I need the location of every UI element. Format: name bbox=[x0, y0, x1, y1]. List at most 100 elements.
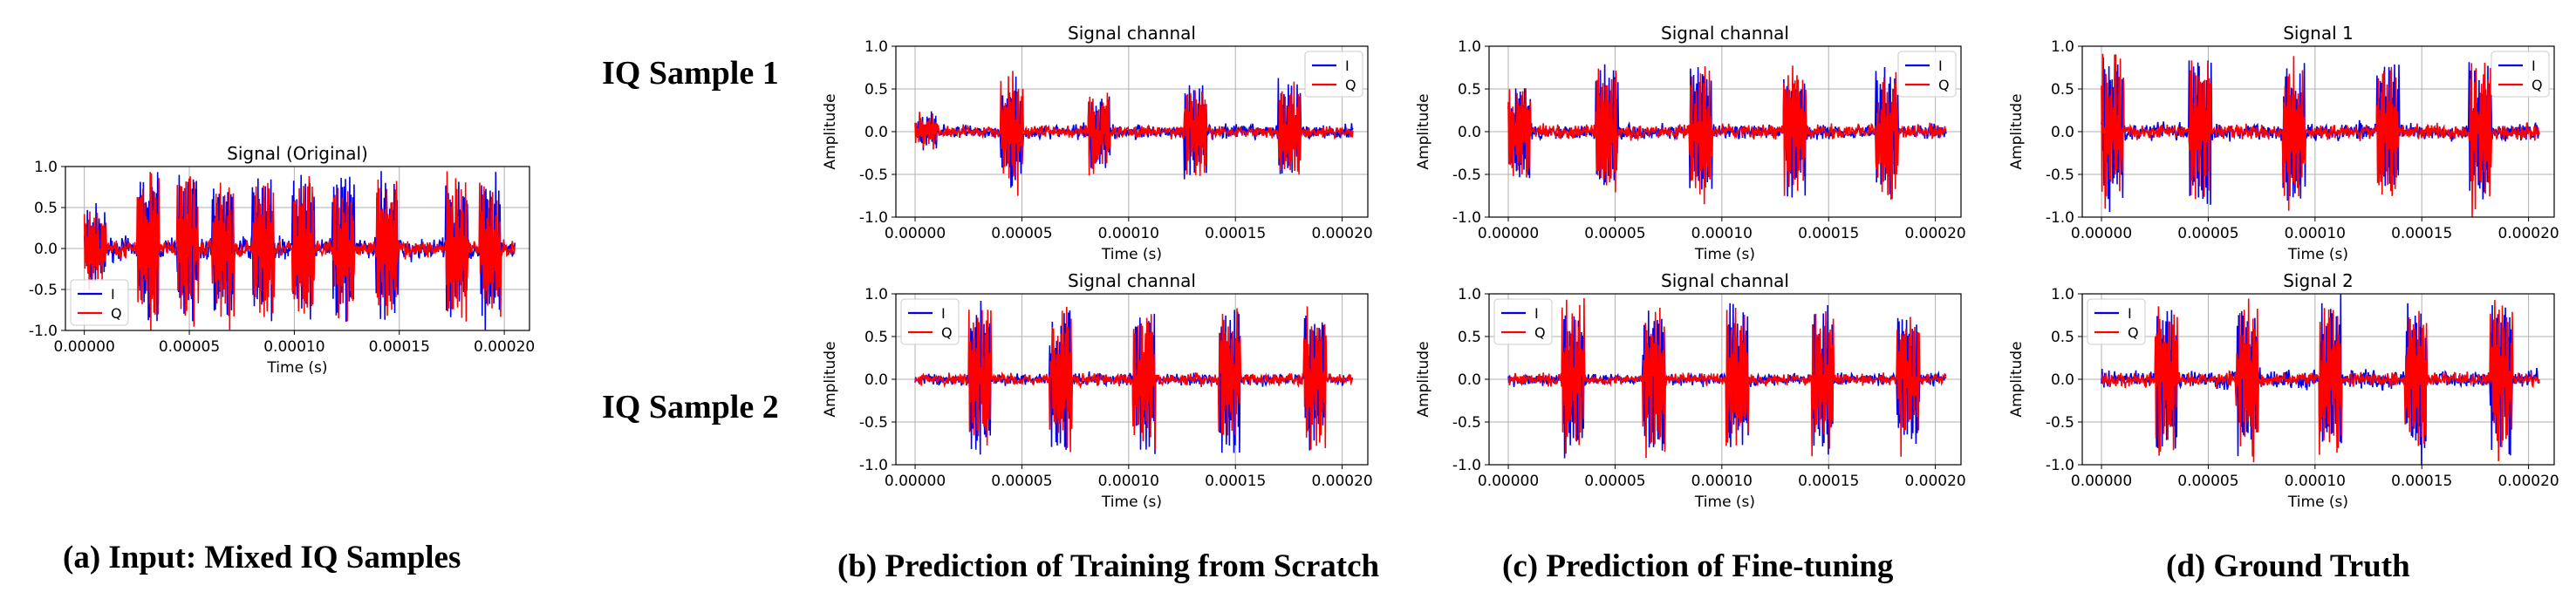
x-tick-label: 0.00000 bbox=[1478, 473, 1539, 490]
chart-title: Signal channal bbox=[1068, 23, 1196, 44]
y-tick-label: -1.0 bbox=[2046, 209, 2074, 227]
y-tick-label: -0.5 bbox=[859, 414, 888, 432]
series-line-Q bbox=[83, 171, 516, 330]
y-axis-label: Amplitude bbox=[1415, 93, 1432, 169]
y-tick-label: 1.0 bbox=[2051, 38, 2074, 56]
y-tick-label: -0.5 bbox=[1452, 414, 1481, 432]
y-axis-label: Amplitude bbox=[822, 93, 839, 169]
chart-title: Signal 2 bbox=[2283, 270, 2354, 291]
chart-b1: 0.00000 0.00005 0.00010 0.00015 0.00020 1.0 0.… bbox=[822, 23, 1373, 263]
panel-c1: 0.00000 0.00005 0.00010 0.00015 0.00020 1.0 0.… bbox=[1404, 19, 1980, 276]
y-tick-label: 0.0 bbox=[1458, 371, 1481, 389]
legend-label-Q: Q bbox=[2128, 324, 2139, 341]
chart-a: 0.00000 0.00005 0.00010 0.00015 0.00020 1.0 0.… bbox=[29, 143, 535, 377]
x-tick-label: 0.00010 bbox=[1691, 473, 1753, 490]
x-tick-label: 0.00010 bbox=[1691, 225, 1753, 242]
chart-c2: 0.00000 0.00005 0.00010 0.00015 0.00020 1.0 0.… bbox=[1415, 270, 1966, 511]
x-axis-label: Time (s) bbox=[1101, 493, 1162, 511]
y-tick-label: 1.0 bbox=[1458, 286, 1481, 303]
y-tick-label: -0.5 bbox=[859, 167, 888, 184]
x-tick-label: 0.00010 bbox=[1098, 473, 1159, 490]
y-tick-label: -0.5 bbox=[2046, 167, 2074, 184]
panel-d1: 0.00000 0.00005 0.00010 0.00015 0.00020 1.0 0.… bbox=[1998, 19, 2573, 276]
legend-label-Q: Q bbox=[1938, 77, 1950, 93]
series-line-Q bbox=[2101, 298, 2540, 463]
y-tick-label: 0.0 bbox=[2051, 124, 2074, 141]
caption-c: (c) Prediction of Fine-tuning bbox=[1502, 548, 1894, 584]
x-tick-label: 0.00005 bbox=[1584, 225, 1645, 242]
x-tick-label: 0.00010 bbox=[2285, 473, 2346, 490]
x-tick-label: 0.00000 bbox=[2071, 225, 2132, 242]
x-tick-label: 0.00005 bbox=[2177, 225, 2238, 242]
y-tick-label: -0.5 bbox=[29, 282, 58, 299]
x-tick-label: 0.00000 bbox=[885, 473, 946, 490]
legend: IQ bbox=[70, 279, 129, 326]
x-tick-label: 0.00015 bbox=[369, 338, 430, 356]
x-tick-label: 0.00020 bbox=[1904, 225, 1965, 242]
y-tick-label: 0.0 bbox=[864, 371, 888, 389]
x-axis-label: Time (s) bbox=[1694, 493, 1755, 511]
row-label-sample-2: IQ Sample 2 bbox=[602, 389, 779, 425]
chart-d1: 0.00000 0.00005 0.00010 0.00015 0.00020 1.0 0.… bbox=[2008, 23, 2559, 263]
x-tick-label: 0.00015 bbox=[1205, 225, 1266, 242]
x-tick-label: 0.00005 bbox=[1584, 473, 1645, 490]
legend: IQ bbox=[1897, 51, 1957, 98]
y-tick-label: -1.0 bbox=[1452, 457, 1481, 474]
x-tick-label: 0.00020 bbox=[2497, 473, 2559, 490]
x-tick-label: 0.00020 bbox=[1311, 473, 1372, 490]
x-axis-label: Time (s) bbox=[266, 359, 327, 377]
x-tick-label: 0.00000 bbox=[1478, 225, 1539, 242]
y-axis-label: Amplitude bbox=[2008, 341, 2026, 417]
y-tick-label: 0.0 bbox=[2051, 371, 2074, 389]
series-line-Q bbox=[914, 306, 1354, 453]
caption-d: (d) Ground Truth bbox=[2166, 548, 2410, 584]
x-tick-label: 0.00010 bbox=[263, 338, 325, 356]
y-tick-label: 0.5 bbox=[864, 81, 888, 99]
row-label-sample-1: IQ Sample 1 bbox=[602, 55, 779, 92]
caption-a: (a) Input: Mixed IQ Samples bbox=[63, 540, 461, 575]
series-line-Q bbox=[1507, 65, 1947, 205]
x-tick-label: 0.00000 bbox=[54, 338, 115, 356]
legend-label-Q: Q bbox=[1345, 77, 1356, 93]
legend-label-I: I bbox=[2532, 58, 2536, 74]
chart-b2: 0.00000 0.00005 0.00010 0.00015 0.00020 1.0 0.… bbox=[822, 270, 1373, 511]
chart-title: Signal 1 bbox=[2283, 23, 2354, 44]
legend: IQ bbox=[2087, 298, 2146, 345]
y-tick-label: 0.5 bbox=[34, 200, 58, 217]
x-tick-label: 0.00015 bbox=[1798, 473, 1859, 490]
chart-title: Signal channal bbox=[1068, 270, 1196, 291]
x-axis-label: Time (s) bbox=[1101, 246, 1162, 263]
series-line-Q bbox=[914, 71, 1354, 196]
y-tick-label: -0.5 bbox=[1452, 167, 1481, 184]
y-tick-label: 0.5 bbox=[2051, 329, 2074, 346]
x-tick-label: 0.00005 bbox=[159, 338, 220, 356]
x-tick-label: 0.00010 bbox=[2285, 225, 2346, 242]
caption-b: (b) Prediction of Training from Scratch bbox=[837, 548, 1380, 584]
legend-label-I: I bbox=[1938, 58, 1943, 74]
chart-title: Signal (Original) bbox=[227, 143, 368, 164]
y-tick-label: 0.0 bbox=[34, 241, 58, 258]
y-axis-label: Amplitude bbox=[2008, 93, 2026, 169]
panel-c2: 0.00000 0.00005 0.00010 0.00015 0.00020 1.0 0.… bbox=[1404, 267, 1980, 523]
x-tick-label: 0.00015 bbox=[2391, 225, 2452, 242]
legend-label-Q: Q bbox=[1534, 324, 1546, 341]
y-tick-label: 0.5 bbox=[1458, 329, 1481, 346]
legend: IQ bbox=[1493, 298, 1553, 345]
x-tick-label: 0.00005 bbox=[991, 473, 1052, 490]
y-tick-label: -1.0 bbox=[2046, 457, 2074, 474]
y-tick-label: 0.5 bbox=[864, 329, 888, 346]
chart-title: Signal channal bbox=[1661, 270, 1789, 291]
x-tick-label: 0.00015 bbox=[2391, 473, 2452, 490]
panel-b1: 0.00000 0.00005 0.00010 0.00015 0.00020 1.0 0.… bbox=[811, 19, 1387, 276]
y-tick-label: 0.5 bbox=[2051, 81, 2074, 99]
legend-label-I: I bbox=[1345, 58, 1349, 74]
legend-label-I: I bbox=[2128, 305, 2132, 322]
y-tick-label: 0.5 bbox=[1458, 81, 1481, 99]
x-tick-label: 0.00005 bbox=[991, 225, 1052, 242]
x-tick-label: 0.00000 bbox=[885, 225, 946, 242]
x-tick-label: 0.00000 bbox=[2071, 473, 2132, 490]
y-tick-label: 0.0 bbox=[864, 124, 888, 141]
x-tick-label: 0.00015 bbox=[1205, 473, 1266, 490]
x-tick-label: 0.00005 bbox=[2177, 473, 2238, 490]
panel-b2: 0.00000 0.00005 0.00010 0.00015 0.00020 1.0 0.… bbox=[811, 267, 1387, 523]
